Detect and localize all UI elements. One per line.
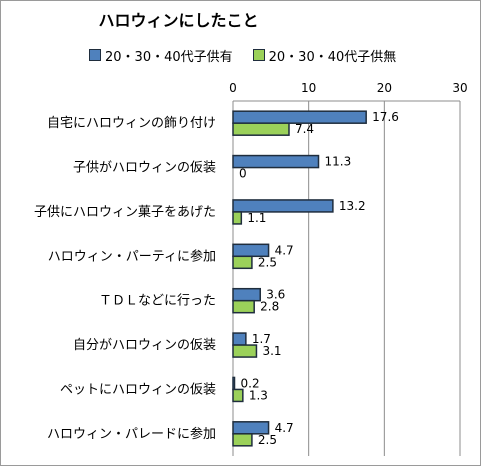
data-label-series-1-cat-4: 3.6 — [266, 288, 285, 302]
chart-title: ハロウィンにしたこと — [98, 11, 259, 30]
bar-series-2-cat-6 — [232, 388, 244, 403]
bar-series-1-cat-1 — [232, 154, 320, 169]
bar-series-2-cat-2 — [232, 211, 243, 225]
data-label-series-2-cat-3: 2.5 — [258, 255, 277, 269]
bar-series-2-cat-4 — [232, 299, 255, 314]
data-label-series-1-cat-3: 4.7 — [275, 243, 294, 257]
x-tick-label-0: 0 — [229, 81, 237, 95]
category-label-6: ペットにハロウィンの仮装 — [60, 382, 216, 397]
data-label-series-1-cat-1: 11.3 — [325, 155, 352, 169]
x-tick-label-30: 30 — [452, 81, 467, 95]
bar-series-1-cat-6 — [232, 376, 236, 391]
bar-series-2-cat-0 — [232, 122, 290, 136]
category-label-2: 子供にハロウィン菓子をあげた — [34, 205, 216, 220]
data-label-series-2-cat-0: 7.4 — [295, 122, 314, 136]
bar-series-1-cat-0 — [232, 110, 367, 124]
x-tick-label-20: 20 — [377, 81, 392, 95]
category-label-3: ハロウィン・パーティに参加 — [48, 248, 216, 264]
data-label-series-1-cat-7: 4.7 — [275, 421, 294, 435]
bar-series-1-cat-5 — [232, 332, 247, 346]
data-label-series-1-cat-5: 1.7 — [252, 332, 271, 346]
category-label-0: 自宅にハロウィンの飾り付け — [47, 116, 216, 131]
data-label-series-2-cat-4: 2.8 — [260, 300, 279, 314]
x-tick-label-10: 10 — [301, 81, 316, 95]
legend-swatch-series-1 — [89, 49, 101, 61]
data-label-series-2-cat-6: 1.3 — [249, 388, 268, 402]
data-label-series-2-cat-7: 2.5 — [258, 433, 277, 447]
legend: 20・30・40代子供有 20・30・40代子供無 — [89, 45, 416, 65]
category-label-1: 子供がハロウィンの仮装 — [73, 161, 216, 176]
legend-item-series-2: 20・30・40代子供無 — [252, 46, 397, 65]
category-label-4: ＴＤＬなどに行った — [99, 294, 216, 309]
data-label-series-1-cat-2: 13.2 — [339, 199, 366, 213]
category-label-5: 自分がハロウィンの仮装 — [73, 338, 216, 353]
legend-label-series-2: 20・30・40代子供無 — [268, 49, 397, 65]
legend-item-series-1: 20・30・40代子供有 — [89, 46, 233, 65]
bar-series-1-cat-4 — [232, 287, 261, 302]
bar-series-2-cat-3 — [232, 255, 253, 270]
data-label-series-1-cat-0: 17.6 — [372, 110, 399, 124]
data-label-series-1-cat-6: 0.2 — [241, 376, 260, 390]
bar-series-2-cat-7 — [232, 433, 253, 447]
bar-series-2-cat-5 — [232, 344, 258, 358]
data-label-series-2-cat-2: 1.1 — [247, 211, 266, 225]
data-label-series-2-cat-5: 3.1 — [262, 344, 281, 358]
legend-label-series-1: 20・30・40代子供有 — [105, 49, 233, 65]
legend-swatch-series-2 — [252, 49, 265, 61]
data-label-series-2-cat-1: 0 — [239, 167, 247, 181]
category-label-7: ハロウィン・パレードに参加 — [47, 426, 216, 442]
bar-series-1-cat-2 — [232, 199, 334, 213]
